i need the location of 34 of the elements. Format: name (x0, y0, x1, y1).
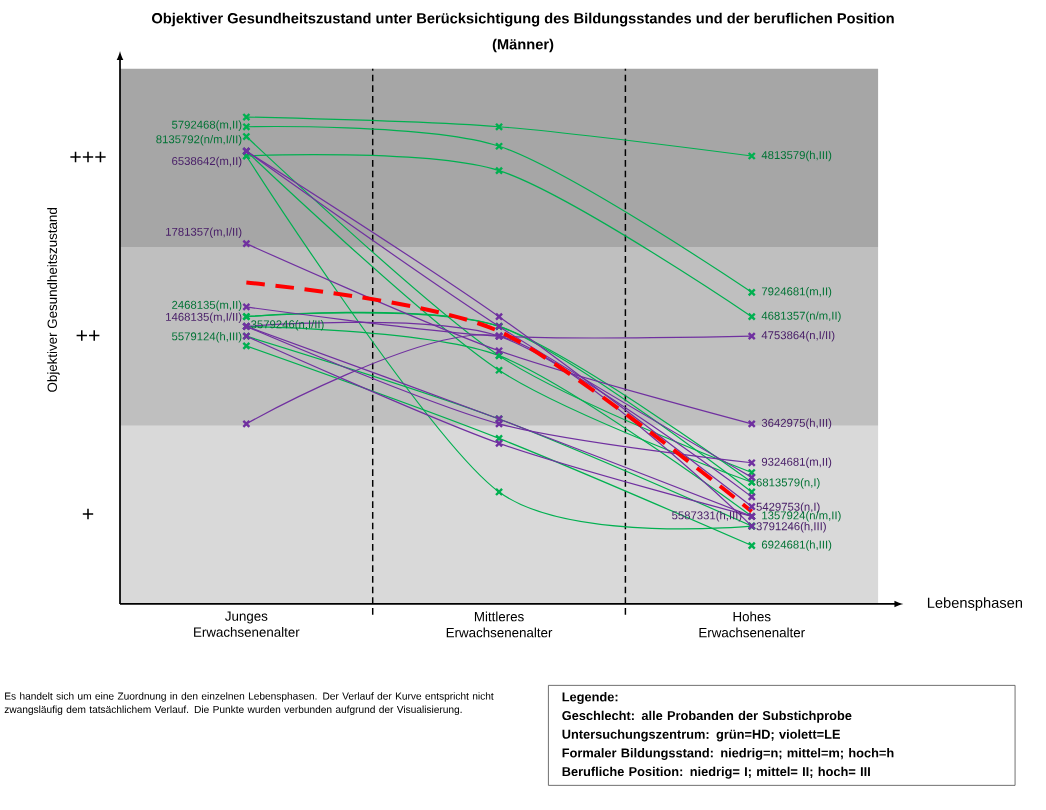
x-tick-label: Junges Erwachsenenalter (194, 611, 300, 637)
annotation: 6924681(h,III) (761, 540, 832, 551)
annotation: 4753864(n,I/II) (761, 330, 835, 342)
chart-subtitle: (Männer) (492, 38, 554, 53)
annotation: 9324681(m,II) (761, 457, 832, 469)
band-label: +++ (70, 151, 106, 163)
annotation: 3791246(h,III) (756, 521, 826, 533)
annotation: 4681357(n/m,II) (761, 311, 841, 322)
annotation: 5792468(m,II) (171, 120, 242, 131)
band-label: + (82, 508, 94, 520)
annotation: 6538642(m,II) (172, 156, 242, 168)
annotation: 4813579(h,III) (761, 150, 832, 162)
text: Geschlecht: alle Probanden der Substichprobe (562, 710, 852, 723)
text: Berufliche Position: niedrig= I; mittel= II; hoch= III (562, 766, 870, 779)
x-axis-title: Lebensphasen (927, 597, 1022, 611)
x-tick-label: Hohes Erwachsenenalter (699, 611, 805, 638)
chart-title: Objektiver Gesundheitszustand unter Berücksichtigung des Bildungsstandes und der beruflichen Position (152, 12, 894, 27)
annotation: 6813579(n,I) (756, 478, 820, 489)
annotation: 1468135(m,I/II) (166, 312, 242, 324)
annotation: 7924681(m,II) (761, 287, 832, 298)
y-axis-title: Objektiver Gesundheitszustand (47, 208, 60, 392)
annotation: 2468135(m,II) (172, 300, 242, 312)
text: Formaler Bildungsstand: niedrig=n; mittel=m; hoch=h (562, 748, 894, 761)
annotation: 5429753(n,I) (756, 502, 820, 514)
annotation: 8135792(n/m,I/II) (156, 134, 242, 146)
annotation: 3642975(h,III) (761, 418, 832, 430)
x-tick-label: Mittleres Erwachsenenalter (446, 611, 553, 638)
text: Legende: (562, 692, 618, 705)
band-label: ++ (76, 330, 100, 341)
annotation: 1357924(n/m,II) (762, 511, 841, 522)
text: Untersuchungszentrum: grün=HD; violett=LE (562, 729, 840, 742)
annotation: 5579124(h,III) (171, 332, 242, 343)
text: Es handelt sich um eine Zuordnung in den einzelnen Lebensphasen. Der Verlauf der Kurve entspricht nicht zwangsläufig dem tatsächlichem Verlauf. Die Punkte wurden verbunden aufgrund der Visualisierung. (4, 692, 494, 716)
annotation: 1781357(m,I/II) (166, 227, 242, 239)
